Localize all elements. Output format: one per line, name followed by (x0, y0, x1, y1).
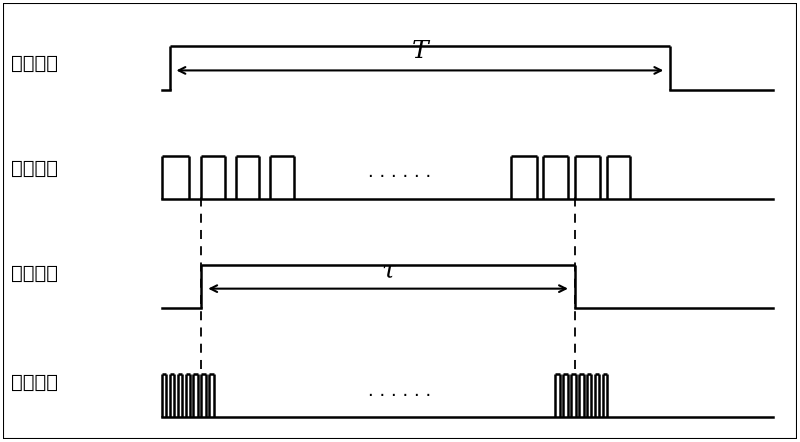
Text: 参考闸门: 参考闸门 (10, 54, 58, 73)
Text: T: T (411, 40, 428, 63)
Text: · · · · · ·: · · · · · · (368, 168, 432, 187)
Text: 实际闸门: 实际闸门 (10, 264, 58, 283)
Text: 标频信号: 标频信号 (10, 373, 58, 392)
Text: τ: τ (381, 259, 395, 282)
Text: · · · · · ·: · · · · · · (368, 387, 432, 404)
Text: 被测信号: 被测信号 (10, 159, 58, 178)
